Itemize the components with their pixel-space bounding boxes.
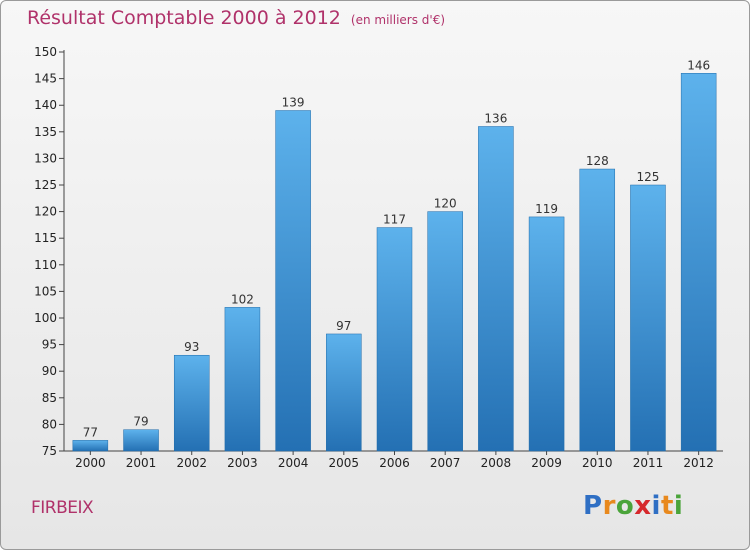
value-label-2000: 77 [83,425,98,439]
logo-letter: o [615,491,635,521]
x-tick-label-2004: 2004 [278,456,309,470]
x-tick-label-2005: 2005 [329,456,360,470]
value-label-2011: 125 [637,170,660,184]
logo-letter: t [660,491,674,521]
value-label-2004: 139 [282,96,305,110]
logo-letter: r [602,491,616,521]
x-tick-label-2002: 2002 [176,456,207,470]
y-tick-label: 85 [42,391,57,405]
bar-2010 [579,168,616,452]
x-tick-label-2007: 2007 [430,456,461,470]
chart-subtitle: (en milliers d'€) [350,13,446,27]
y-tick-label: 80 [42,417,57,431]
bar-2000 [72,440,109,452]
x-tick-label-2006: 2006 [379,456,410,470]
bar-2005 [326,333,362,452]
bar-2006 [376,227,413,452]
value-label-2010: 128 [586,154,609,168]
y-tick-label: 145 [34,72,57,86]
value-label-2005: 97 [336,319,351,333]
y-tick-label: 75 [42,444,57,458]
chart-title: Résultat Comptable 2000 à 2012 (en millie… [27,7,445,29]
value-label-2006: 117 [383,213,406,227]
value-label-2001: 79 [133,415,148,429]
value-label-2002: 93 [184,340,199,354]
y-tick-label: 125 [34,178,57,192]
y-tick-label: 130 [34,151,57,165]
x-tick-label-2003: 2003 [227,456,258,470]
y-tick-label: 150 [34,45,57,59]
bar-2011 [630,184,666,452]
logo-letter: i [673,491,684,521]
title-text: Résultat Comptable 2000 à 2012 [27,7,341,29]
y-tick-label: 135 [34,125,57,139]
x-tick-label-2008: 2008 [481,456,512,470]
x-tick-label-2000: 2000 [75,456,106,470]
x-tick-label-2001: 2001 [126,456,157,470]
bar-2003 [224,307,261,452]
bar-2009 [528,216,565,452]
value-label-2009: 119 [535,202,558,216]
bar-2012 [680,73,717,452]
y-tick-label: 110 [34,258,57,272]
logo-letter: i [651,491,661,521]
y-tick-label: 105 [34,284,57,298]
bar-2001 [123,429,159,452]
x-tick-label-2009: 2009 [531,456,562,470]
value-label-2008: 136 [484,111,507,125]
y-tick-label: 95 [42,338,57,352]
bar-2008 [478,126,514,452]
value-label-2012: 146 [687,58,710,72]
commune-name: FIRBEIX [31,498,94,518]
logo-letter: x [634,491,652,521]
value-label-2007: 120 [434,197,457,211]
y-tick-label: 120 [34,205,57,219]
y-tick-label: 115 [34,231,57,245]
logo-letter: P [583,491,603,521]
bar-2007 [427,211,463,452]
x-tick-label-2011: 2011 [633,456,664,470]
value-label-2003: 102 [231,292,254,306]
bar-2002 [173,354,210,452]
x-tick-label-2010: 2010 [582,456,613,470]
y-tick-label: 100 [34,311,57,325]
y-tick-label: 90 [42,364,57,378]
x-tick-label-2012: 2012 [683,456,714,470]
bar-layer: 77 79 93 102 139 97 117 120 136 119 128 125 146 [72,58,717,452]
proxiti-logo: Proxiti [583,491,683,521]
bar-2004 [275,110,311,452]
y-tick-label: 140 [34,98,57,112]
